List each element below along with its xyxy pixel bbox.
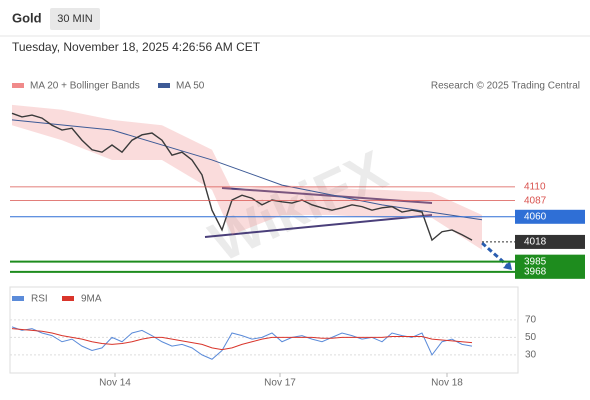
level-badge	[515, 234, 585, 249]
legend-swatch	[12, 296, 24, 301]
source: Research © 2025 Trading Central	[431, 81, 580, 92]
y-tick-label: 70	[525, 315, 537, 326]
level-label: 4087	[524, 195, 547, 206]
legend-label: RSI	[31, 294, 48, 305]
legend-label: 9MA	[81, 294, 102, 305]
x-tick-label: Nov 14	[99, 378, 131, 389]
rsi-line	[11, 328, 473, 351]
level-label: 4018	[524, 237, 547, 248]
legend-label: MA 20 + Bollinger Bands	[30, 81, 140, 92]
legend-label: MA 50	[176, 81, 205, 92]
symbol: Gold	[12, 10, 42, 25]
ma50-line	[11, 119, 483, 221]
y-tick-label: 50	[525, 332, 537, 343]
legend-swatch	[62, 296, 74, 301]
trend-line	[204, 214, 433, 238]
x-tick-label: Nov 18	[431, 378, 463, 389]
timestamp: Tuesday, November 18, 2025 4:26:56 AM CE…	[12, 40, 261, 54]
rsi-line	[11, 326, 473, 360]
y-tick-label: 30	[525, 350, 537, 361]
legend-swatch	[12, 83, 24, 88]
legend-swatch	[158, 83, 170, 88]
level-label: 4110	[524, 182, 546, 193]
price-line	[11, 112, 473, 242]
level-badge	[515, 209, 585, 224]
level-label: 4060	[524, 211, 547, 222]
rsi-panel	[9, 286, 519, 374]
level-label: 3968	[524, 266, 547, 277]
interval-badge[interactable]	[50, 8, 100, 30]
x-tick-label: Nov 17	[264, 378, 296, 389]
level-badge	[515, 264, 585, 279]
bollinger-band	[12, 104, 482, 250]
interval[interactable]: 30 MIN	[57, 13, 93, 25]
level-label: 3985	[524, 256, 547, 267]
arrow-head	[503, 261, 512, 270]
